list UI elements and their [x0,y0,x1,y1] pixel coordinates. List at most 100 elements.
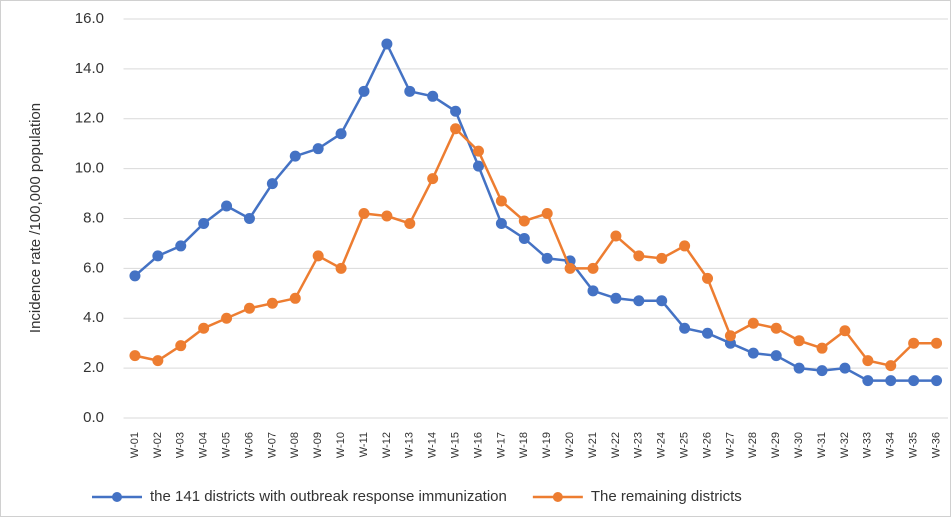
y-tick-label: 16.0 [75,10,104,27]
y-tick-label: 4.0 [83,309,104,326]
x-tick-label: W-09 [312,432,324,458]
point [312,250,324,262]
point [358,208,370,220]
point [633,250,645,262]
point [312,143,324,155]
x-tick-label: W-13 [404,432,416,458]
point [747,317,759,329]
point [770,350,782,362]
point [129,350,141,362]
point [610,230,622,242]
point [221,200,233,212]
x-tick-label: W-36 [930,432,942,458]
x-tick-label: W-12 [381,432,393,458]
point [404,217,416,229]
x-tick-label: W-05 [220,432,232,458]
x-tick-label: W-06 [243,432,255,458]
x-tick-label: W-28 [747,432,759,458]
x-tick-label: W-32 [839,432,851,458]
point [450,105,462,117]
x-tick-label: W-24 [656,432,668,458]
point [175,240,187,252]
point [931,337,943,349]
point [679,240,691,252]
x-tick-label: W-33 [862,432,874,458]
point [198,322,210,334]
point [152,355,164,367]
x-tick-label: W-23 [633,432,645,458]
x-tick-label: W-02 [152,432,164,458]
point [862,375,874,387]
point [289,150,301,162]
point [610,292,622,304]
y-tick-label: 0.0 [83,409,104,426]
point [541,208,553,220]
point [266,297,278,309]
point [518,215,530,227]
x-tick-label: W-19 [541,432,553,458]
x-tick-label: W-16 [472,432,484,458]
x-tick-label: W-01 [129,432,141,458]
point [885,360,897,372]
y-tick-label: 14.0 [75,60,104,77]
point [839,362,851,374]
point [633,295,645,307]
point [243,302,255,314]
point [129,270,141,282]
x-tick-label: W-11 [358,432,370,457]
point [381,210,393,222]
legend-label: the 141 districts with outbreak response… [150,488,507,505]
legend-label: The remaining districts [591,488,742,505]
point [495,217,507,229]
x-tick-label: W-10 [335,432,347,458]
point [335,262,347,274]
point [427,173,439,185]
point [656,252,668,264]
x-tick-label: W-14 [427,432,439,458]
point [587,262,599,274]
x-tick-label: W-29 [770,432,782,458]
point [702,327,714,339]
y-axis-label: Incidence rate /100,000 population [27,103,44,333]
x-tick-label: W-17 [495,432,507,458]
x-tick-label: W-07 [266,432,278,458]
x-tick-label: W-27 [724,432,736,458]
legend-marker [112,492,122,502]
x-tick-label: W-15 [449,432,461,458]
y-tick-label: 10.0 [75,160,104,177]
x-tick-label: W-25 [679,432,691,458]
x-tick-label: W-04 [198,432,210,458]
legend-marker [552,492,563,502]
point [908,375,920,387]
point [335,128,347,140]
point [495,195,507,207]
point [541,252,553,264]
point [358,85,370,97]
y-tick-label: 12.0 [75,110,104,127]
point [152,250,164,262]
y-tick-label: 6.0 [83,259,104,276]
point [221,312,233,324]
point [381,38,393,50]
point [564,262,576,274]
x-tick-label: W-30 [793,432,805,458]
point [885,375,897,387]
x-tick-label: W-22 [610,432,622,458]
x-tick-label: W-08 [289,432,301,458]
x-tick-label: W-20 [564,432,576,458]
x-tick-label: W-18 [518,432,530,458]
point [472,145,484,157]
point [839,325,851,337]
point [747,347,759,359]
x-tick-label: W-26 [701,432,713,458]
point [404,85,416,97]
x-tick-label: W-21 [587,432,599,458]
point [931,375,943,387]
x-tick-label: W-31 [816,432,828,458]
y-tick-label: 2.0 [83,359,104,376]
point [770,322,782,334]
point [198,217,210,229]
point [793,335,805,347]
x-tick-label: W-34 [885,432,897,458]
point [289,292,301,304]
